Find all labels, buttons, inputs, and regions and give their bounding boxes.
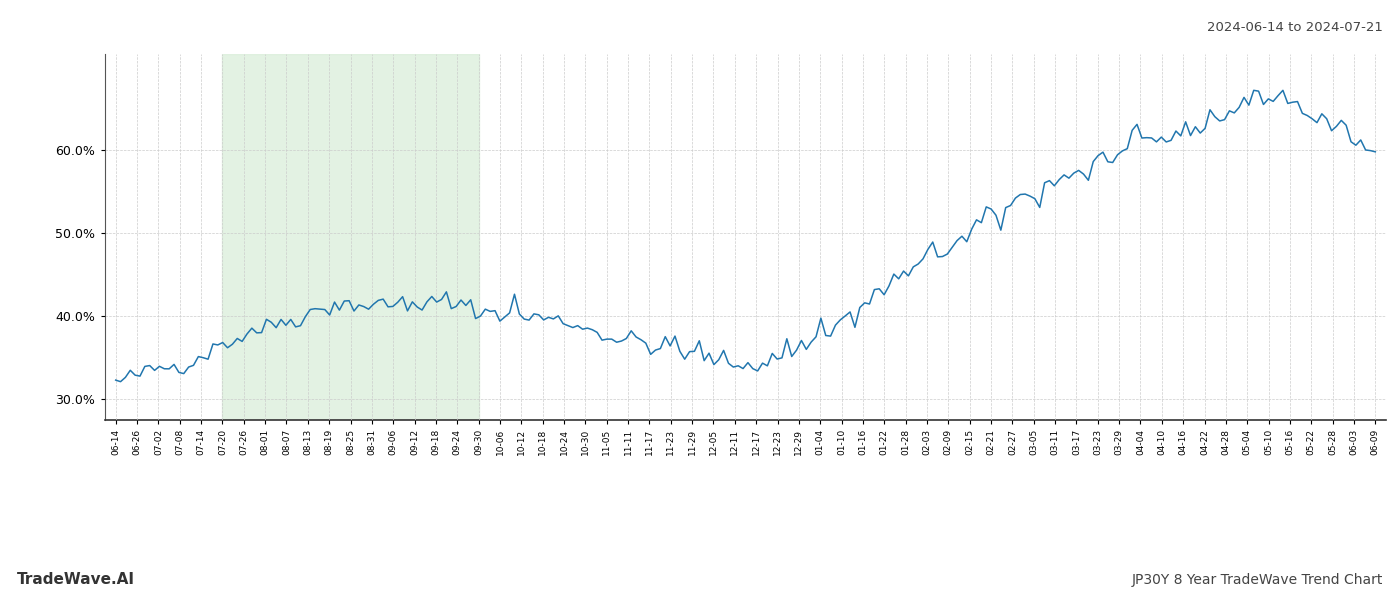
- Text: 2024-06-14 to 2024-07-21: 2024-06-14 to 2024-07-21: [1207, 21, 1383, 34]
- Text: JP30Y 8 Year TradeWave Trend Chart: JP30Y 8 Year TradeWave Trend Chart: [1131, 573, 1383, 587]
- Text: TradeWave.AI: TradeWave.AI: [17, 572, 134, 587]
- Bar: [223, 54, 479, 420]
